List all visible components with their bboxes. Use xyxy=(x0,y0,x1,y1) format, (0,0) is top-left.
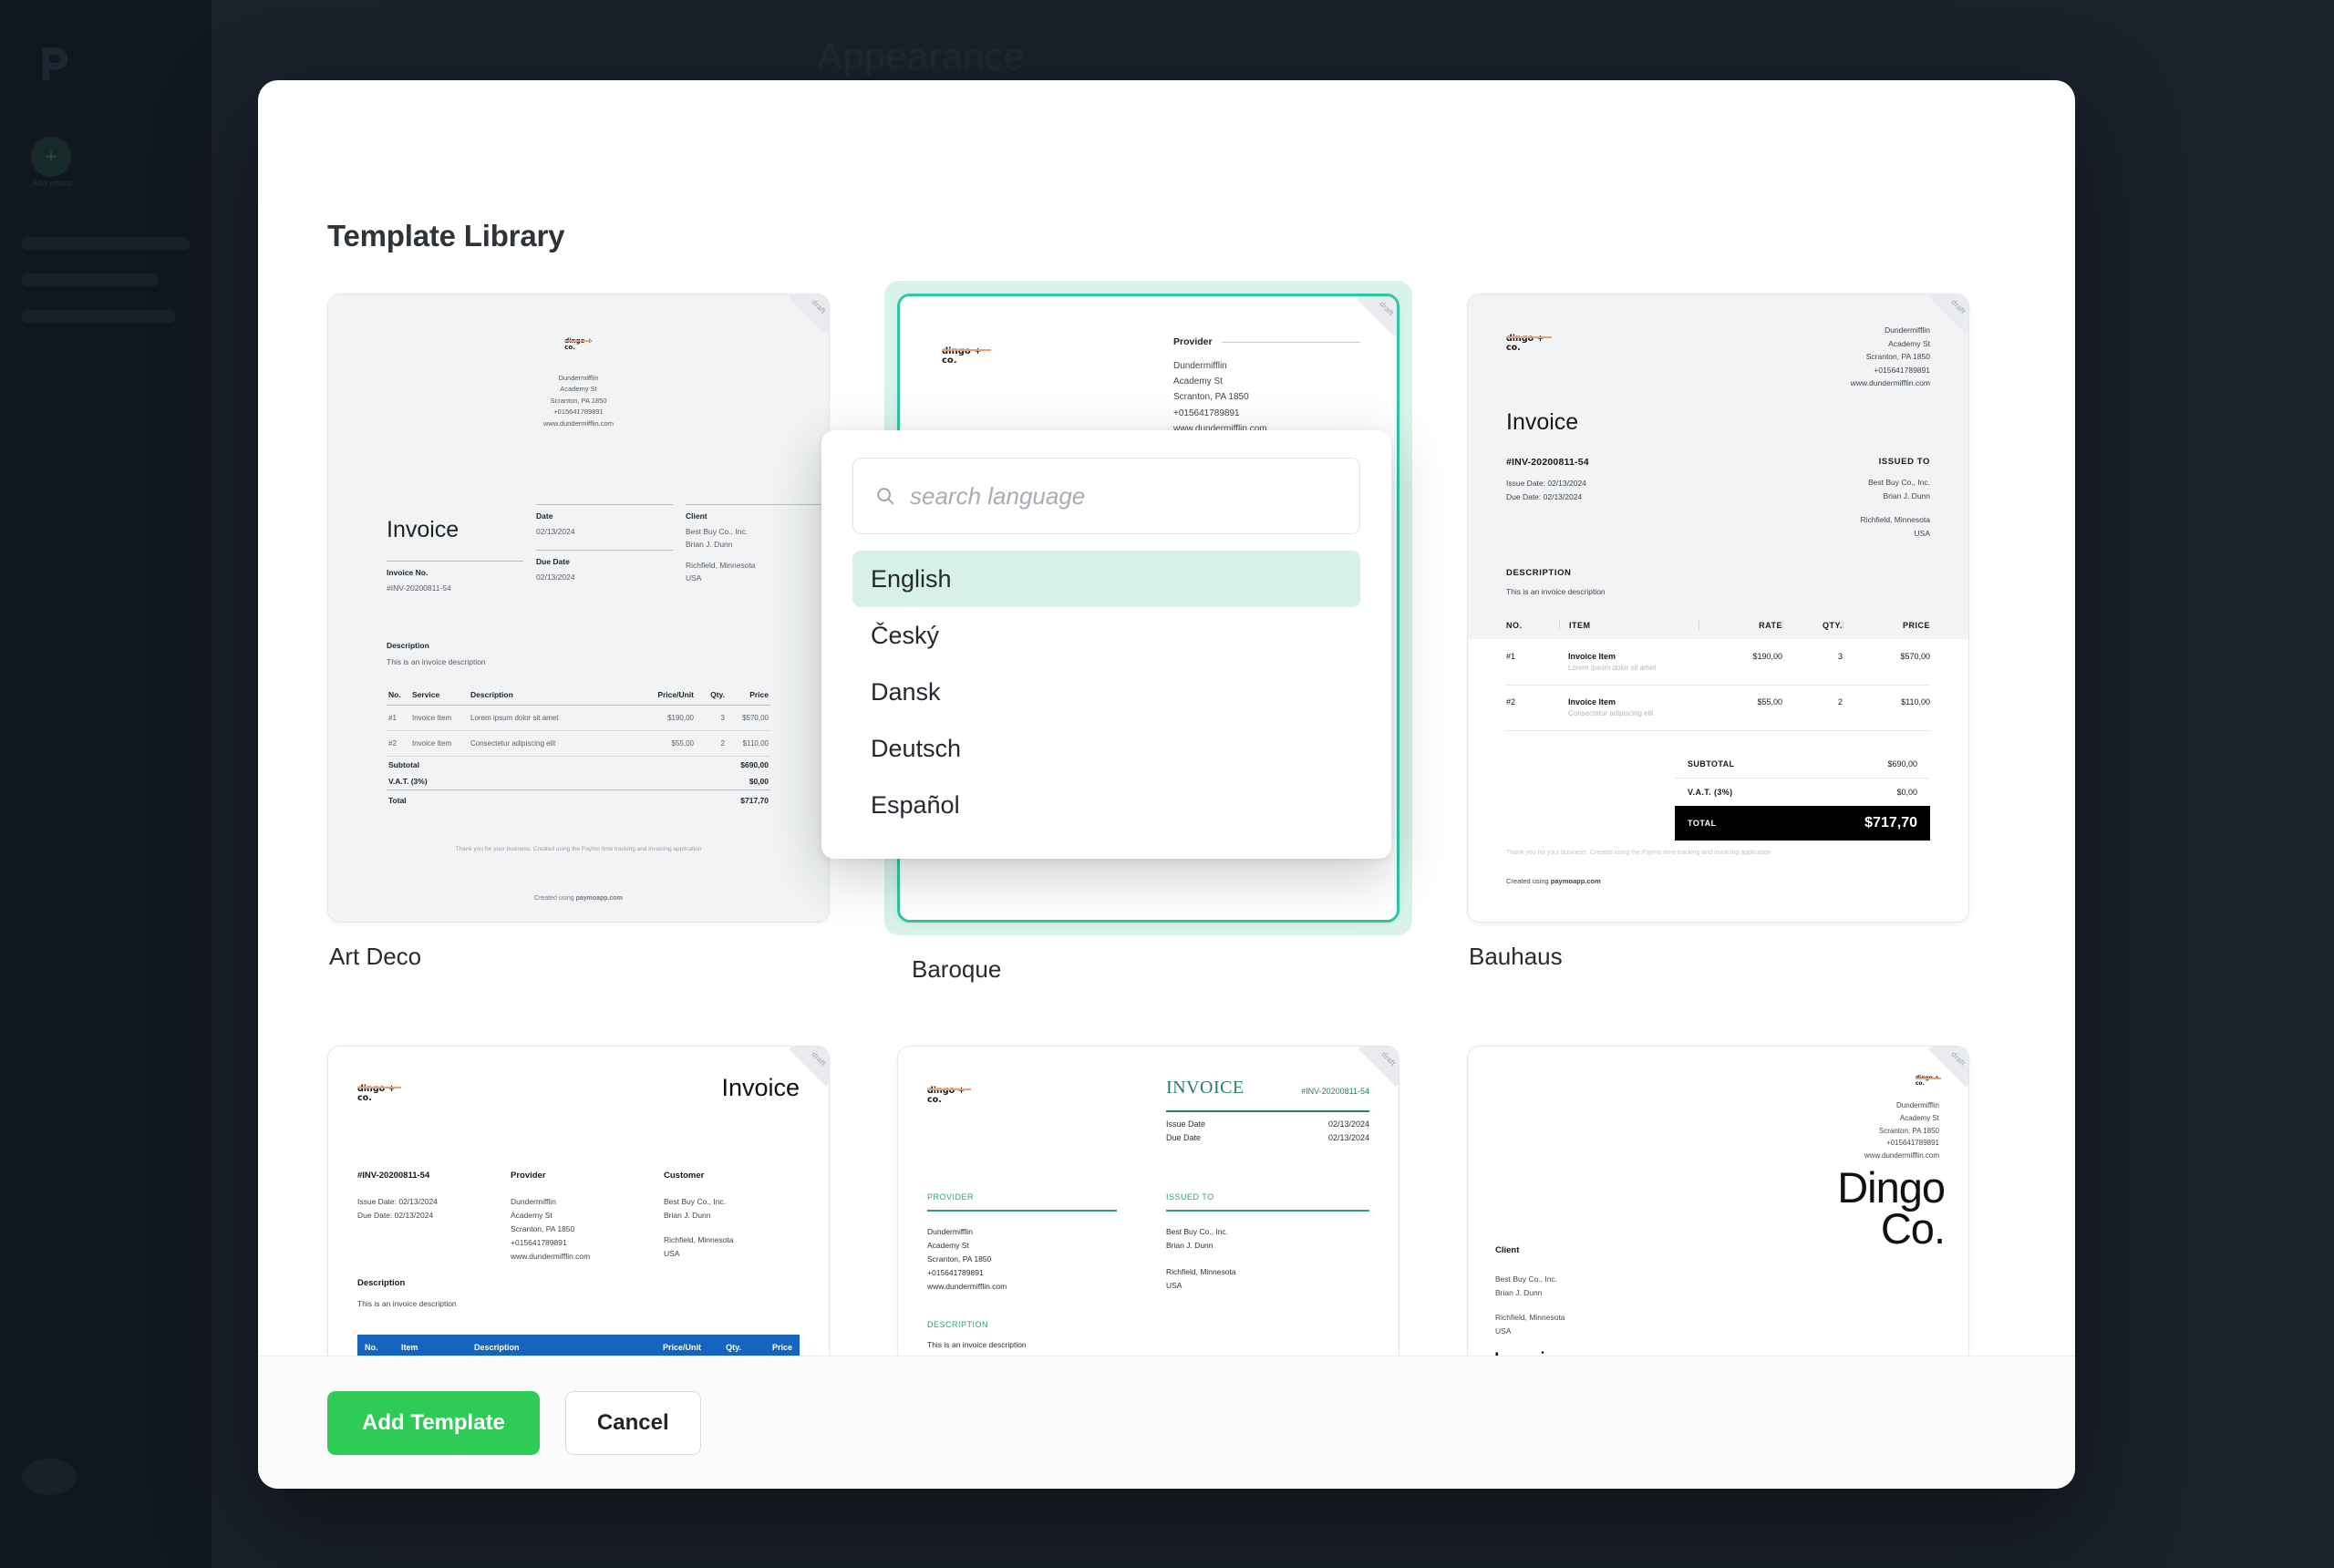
sidebar-bottom-avatar xyxy=(22,1459,77,1495)
invoice-title: Invoice xyxy=(1506,409,1579,435)
issued-to-block: Best Buy Co., Inc. Brian J. Dunn Richfie… xyxy=(1166,1227,1236,1290)
table-row: #1 Invoice Item Lorem ipsum dolor sit ame… xyxy=(1506,652,1930,686)
template-preview[interactable]: draft dingo + co. INVOICE #INV-20200811-5… xyxy=(897,1046,1399,1356)
table-row: #2 Invoice Item Consectetur adipiscing el… xyxy=(1506,697,1930,731)
table-header: NO. ITEM RATE QTY. PRICE xyxy=(1506,621,1930,630)
invoice-title: Invoice xyxy=(387,517,460,542)
customer-block: Customer Best Buy Co., Inc. Brian J. Dun… xyxy=(664,1171,734,1258)
language-option-deutsch[interactable]: Deutsch xyxy=(871,734,962,762)
template-card-art-deco[interactable]: draft dingo +co. Dundermifflin Academy S… xyxy=(327,294,830,984)
client-block: Client Best Buy Co., Inc. Brian J. Dunn … xyxy=(686,504,829,584)
client-heading: Client xyxy=(1495,1245,1520,1255)
plus-icon: + xyxy=(45,145,57,168)
avatar: + xyxy=(31,137,71,177)
brand-logo: dingo +co. xyxy=(927,1087,971,1104)
template-card-bauhaus[interactable]: draft dingo + co. Dundermifflin Academy S… xyxy=(1467,294,1969,984)
draft-ribbon: draft xyxy=(1926,294,1968,336)
brand-logo: dingo +co. xyxy=(564,338,593,351)
table-row: #1 Invoice Item Lorem ipsum dolor sit am… xyxy=(387,705,770,731)
draft-ribbon: draft xyxy=(787,294,829,336)
invoice-title: INVOICE xyxy=(1166,1078,1244,1098)
client-block: Best Buy Co., Inc. Brian J. Dunn Richfie… xyxy=(1495,1274,1565,1336)
add-template-button[interactable]: Add Template xyxy=(327,1390,540,1455)
dates-block: Issue Date 02/13/2024 Due Date 02/13/2024 xyxy=(1166,1119,1369,1142)
totals-block: SUBTOTAL $690,00 V.A.T. (3%) $0,00 TOTAL $7… xyxy=(1675,750,1930,841)
total-row: Total $717,70 xyxy=(387,789,770,813)
backdrop-sidebar xyxy=(0,0,212,1568)
template-name: Bauhaus xyxy=(1469,943,1563,970)
vat-row: V.A.T. (3%) $0,00 xyxy=(388,777,769,786)
template-preview[interactable]: draft dingo +co. Dundermifflin Academy S… xyxy=(1467,294,1969,923)
line-items-table: No. Service Description Price/Unit Qty. … xyxy=(387,685,770,813)
brand-logo: dingo +co. xyxy=(357,1085,401,1102)
template-preview[interactable]: draft dingo + co. Invoice #INV-20200811-5… xyxy=(327,1046,830,1356)
brand-logo: dingo +co. xyxy=(942,347,991,366)
sidebar-placeholder-row xyxy=(22,237,190,250)
invoice-title: Invoice xyxy=(1493,1347,1572,1356)
language-option-dansk[interactable]: Dansk xyxy=(871,677,941,706)
invoice-title: Invoice xyxy=(721,1074,800,1101)
provider-block: Provider Dundermifflin Academy St Scrant… xyxy=(1173,336,1360,437)
provider-block: Dundermifflin Academy St Scranton, PA 18… xyxy=(543,374,614,428)
provider-block: Dundermifflin Academy St Scranton, PA 18… xyxy=(1850,325,1930,388)
template-card-row2-col2[interactable]: draft dingo + co. INVOICE #INV-20200811-5… xyxy=(897,1046,1399,1356)
footer-created: Created using paymoapp.com xyxy=(1506,877,1601,885)
language-dropdown: English Český Dansk Deutsch Español xyxy=(821,430,1391,859)
template-name: Baroque xyxy=(912,955,1002,983)
invoice-number: #INV-20200811-54 xyxy=(1301,1087,1369,1096)
modal-title: Template Library xyxy=(327,219,565,253)
big-company-name: Dingo Co. xyxy=(1837,1163,1946,1253)
subtotal-row: Subtotal $690,00 xyxy=(388,760,769,769)
modal-footer: Add Template Cancel xyxy=(258,1356,2075,1489)
description-text: This is an invoice description xyxy=(927,1340,1027,1349)
template-card-row2-col3[interactable]: draft dingo +co. Dundermifflin Academy S… xyxy=(1467,1046,1969,1356)
sidebar-placeholder-row xyxy=(22,310,175,323)
search-icon xyxy=(875,486,895,506)
draft-ribbon: draft xyxy=(1357,1047,1399,1088)
description-block: Description This is an invoice descripti… xyxy=(387,641,486,666)
brand-logo: dingo +co. xyxy=(1506,335,1552,352)
language-option-english[interactable]: English xyxy=(852,551,1360,607)
footer-thanks: Thank you for your business. Created usi… xyxy=(1506,850,1771,856)
description-block: DESCRIPTION This is an invoice descripti… xyxy=(1506,568,1606,596)
search-input[interactable] xyxy=(910,459,1359,533)
issued-to-block: ISSUED TO Best Buy Co., Inc. Brian J. Du… xyxy=(1860,457,1930,538)
avatar-label: Add photo xyxy=(32,179,72,188)
provider-block: Dundermifflin Academy St Scranton, PA 18… xyxy=(927,1227,1007,1291)
template-preview[interactable]: draft dingo +co. Dundermifflin Academy S… xyxy=(1467,1046,1969,1356)
sidebar-placeholder-row xyxy=(22,273,159,286)
dates-block: Issue Date: 02/13/2024 Due Date: 02/13/2… xyxy=(1506,479,1586,501)
dates-block: Date 02/13/2024 Due Date 02/13/2024 xyxy=(536,504,673,583)
description-block: Description This is an invoice descripti… xyxy=(357,1278,457,1308)
line-items-table: No. Item Description Price/Unit Qty. Pri… xyxy=(357,1335,800,1356)
language-search-box[interactable] xyxy=(852,458,1360,534)
cancel-button[interactable]: Cancel xyxy=(564,1390,701,1455)
draft-ribbon: draft xyxy=(1355,296,1397,338)
invoice-no-block: Invoice No. #INV-20200811-54 xyxy=(387,561,523,595)
template-card-row2-col1[interactable]: draft dingo + co. Invoice #INV-20200811-5… xyxy=(327,1046,830,1356)
provider-heading: PROVIDER xyxy=(927,1192,1117,1212)
language-options-list: English Český Dansk Deutsch Español xyxy=(821,551,1391,833)
invoice-number-block: #INV-20200811-54 Issue Date: 02/13/2024 … xyxy=(357,1171,438,1220)
issued-to-heading: ISSUED TO xyxy=(1166,1192,1369,1212)
template-preview[interactable]: draft dingo +co. Dundermifflin Academy S… xyxy=(327,294,830,923)
language-option-espanol[interactable]: Español xyxy=(871,790,960,819)
description-heading: DESCRIPTION xyxy=(927,1320,989,1329)
provider-block: Dundermifflin Academy St Scranton, PA 18… xyxy=(1864,1101,1939,1160)
template-name: Art Deco xyxy=(329,943,422,970)
language-option-cesky[interactable]: Český xyxy=(871,621,940,649)
page-title: Appearance xyxy=(817,35,1026,77)
footer-created: Created using paymoapp.com xyxy=(534,895,623,902)
table-row: #2 Invoice Item Consectetur adipiscing e… xyxy=(387,730,770,757)
paymo-logo-icon xyxy=(35,44,75,84)
invoice-number: #INV-20200811-54 xyxy=(1506,457,1589,468)
brand-logo: dingo +co. xyxy=(1915,1076,1941,1087)
provider-block: Provider Dundermifflin Academy St Scrant… xyxy=(511,1171,591,1261)
footer-thanks: Thank you for your business. Created usi… xyxy=(455,846,702,852)
